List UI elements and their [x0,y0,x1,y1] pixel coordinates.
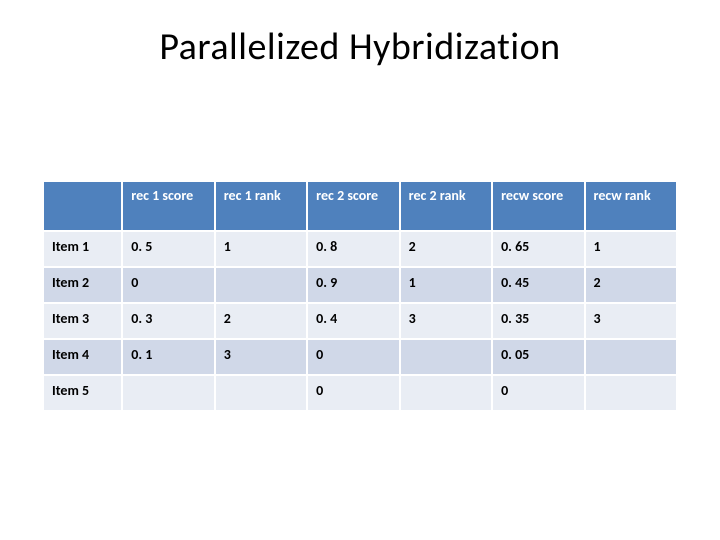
cell: 0. 4 [307,303,399,339]
table-row: Item 2 0 0. 9 1 0. 45 2 [43,267,677,303]
col-header: rec 2 rank [400,181,492,231]
table-row: Item 5 0 0 [43,375,677,411]
row-label: Item 4 [43,339,122,375]
cell: 0. 8 [307,231,399,267]
row-label: Item 5 [43,375,122,411]
cell [122,375,214,411]
cell: 0. 05 [492,339,584,375]
cell: 1 [400,267,492,303]
col-header: recw score [492,181,584,231]
cell: 3 [400,303,492,339]
cell: 0. 1 [122,339,214,375]
col-header [43,181,122,231]
cell: 2 [400,231,492,267]
cell: 0. 3 [122,303,214,339]
cell [215,375,307,411]
row-label: Item 3 [43,303,122,339]
cell: 0 [307,339,399,375]
cell: 0. 45 [492,267,584,303]
col-header: rec 1 score [122,181,214,231]
cell: 3 [215,339,307,375]
cell: 2 [585,267,677,303]
slide-title: Parallelized Hybridization [0,0,720,80]
col-header: rec 1 rank [215,181,307,231]
cell [585,339,677,375]
cell: 0. 35 [492,303,584,339]
row-label: Item 1 [43,231,122,267]
cell: 1 [215,231,307,267]
data-table: rec 1 score rec 1 rank rec 2 score rec 2… [42,180,678,412]
cell [400,375,492,411]
col-header: rec 2 score [307,181,399,231]
table-row: Item 1 0. 5 1 0. 8 2 0. 65 1 [43,231,677,267]
col-header: recw rank [585,181,677,231]
cell: 0 [307,375,399,411]
cell [215,267,307,303]
cell: 0 [492,375,584,411]
cell: 2 [215,303,307,339]
cell: 0. 9 [307,267,399,303]
cell: 3 [585,303,677,339]
cell [400,339,492,375]
table-row: Item 3 0. 3 2 0. 4 3 0. 35 3 [43,303,677,339]
table-row: Item 4 0. 1 3 0 0. 05 [43,339,677,375]
cell: 0 [122,267,214,303]
cell: 0. 65 [492,231,584,267]
hybridization-table: rec 1 score rec 1 rank rec 2 score rec 2… [42,180,678,412]
cell: 0. 5 [122,231,214,267]
row-label: Item 2 [43,267,122,303]
cell: 1 [585,231,677,267]
table-header-row: rec 1 score rec 1 rank rec 2 score rec 2… [43,181,677,231]
cell [585,375,677,411]
